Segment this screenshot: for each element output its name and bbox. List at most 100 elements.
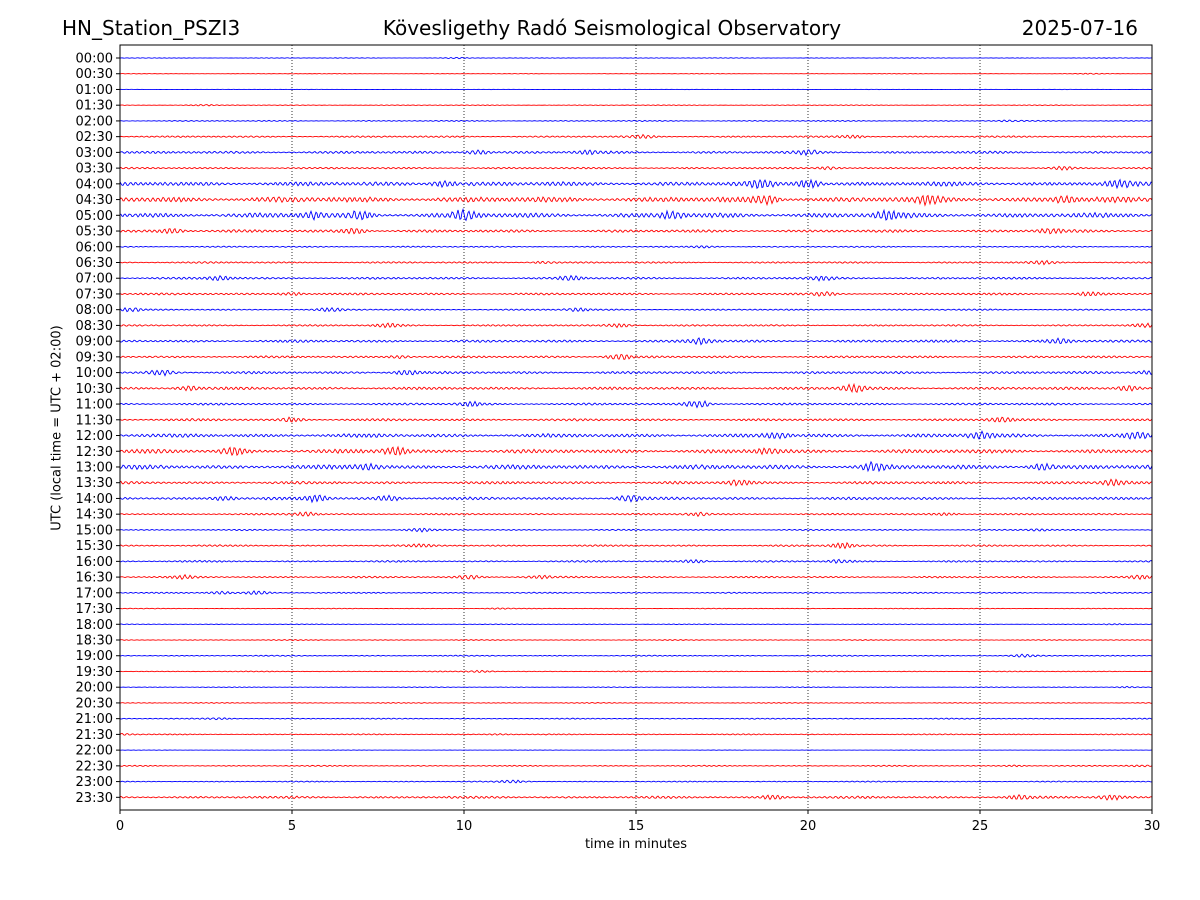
trace-1230: [119, 445, 1153, 457]
x-axis-ticks: 0 5 10 15 20 25 30: [116, 810, 1160, 834]
trace-1100: [119, 400, 1153, 409]
trace-1130: [119, 416, 1153, 423]
y-tick-label: 16:00: [76, 555, 113, 570]
chart-title: Kövesligethy Radó Seismological Observat…: [382, 16, 842, 40]
y-tick-label: 05:30: [76, 225, 113, 240]
x-tick-label: 5: [288, 819, 296, 834]
trace-1500: [119, 527, 1153, 533]
y-tick-label: 23:30: [76, 791, 113, 806]
y-tick-label: 12:00: [76, 429, 113, 444]
trace-0830: [119, 322, 1153, 329]
y-tick-label: 02:00: [76, 114, 113, 129]
y-tick-label: 17:30: [76, 602, 113, 617]
x-tick-label: 25: [972, 819, 989, 834]
station-name: HN_Station_PSZI3: [62, 16, 241, 40]
trace-0730: [119, 290, 1153, 297]
x-tick-label: 10: [456, 819, 473, 834]
y-tick-label: 10:30: [76, 382, 113, 397]
y-tick-label: 07:30: [76, 287, 113, 302]
y-tick-label: 03:30: [76, 162, 113, 177]
y-tick-label: 22:00: [76, 744, 113, 759]
trace-2030: [119, 701, 1153, 704]
x-tick-label: 15: [628, 819, 645, 834]
y-tick-label: 07:00: [76, 272, 113, 287]
trace-0630: [119, 259, 1153, 266]
y-tick-label: 14:00: [76, 492, 113, 507]
y-tick-label: 18:00: [76, 618, 113, 633]
trace-2130: [119, 732, 1153, 736]
trace-1000: [119, 369, 1153, 377]
y-tick-label: 14:30: [76, 508, 113, 523]
y-tick-label: 09:00: [76, 335, 113, 350]
y-tick-label: 01:00: [76, 83, 113, 98]
trace-2300: [119, 779, 1153, 784]
y-tick-label: 01:30: [76, 99, 113, 114]
y-tick-label: 15:00: [76, 523, 113, 538]
trace-0300: [119, 149, 1153, 157]
trace-1730: [119, 607, 1153, 610]
y-tick-label: 13:30: [76, 476, 113, 491]
y-tick-label: 00:00: [76, 52, 113, 67]
y-tick-label: 13:00: [76, 460, 113, 475]
trace-1200: [119, 430, 1153, 440]
trace-2230: [119, 764, 1153, 768]
trace-1900: [119, 653, 1153, 658]
y-tick-label: 23:00: [76, 775, 113, 790]
trace-1700: [119, 590, 1153, 595]
y-tick-label: 08:00: [76, 303, 113, 318]
trace-1600: [119, 558, 1153, 564]
x-axis-label: time in minutes: [584, 837, 688, 852]
y-tick-label: 18:30: [76, 634, 113, 649]
y-tick-label: 20:00: [76, 681, 113, 696]
trace-2100: [119, 717, 1153, 721]
trace-0800: [119, 306, 1153, 313]
y-tick-label: 04:30: [76, 193, 113, 208]
y-tick-label: 00:30: [76, 67, 113, 82]
y-tick-label: 17:00: [76, 586, 113, 601]
trace-0000: [119, 56, 1153, 60]
trace-1800: [119, 623, 1153, 626]
trace-0330: [119, 165, 1153, 171]
y-tick-label: 09:30: [76, 350, 113, 365]
y-tick-label: 06:30: [76, 256, 113, 271]
y-tick-label: 20:30: [76, 696, 113, 711]
trace-2000: [119, 685, 1153, 689]
trace-0500: [119, 207, 1153, 222]
trace-0400: [119, 178, 1153, 190]
trace-1830: [119, 639, 1153, 641]
y-tick-label: 04:00: [76, 177, 113, 192]
y-tick-label: 02:30: [76, 130, 113, 145]
y-tick-label: 19:30: [76, 665, 113, 680]
x-tick-label: 20: [800, 819, 817, 834]
trace-1630: [119, 573, 1153, 581]
x-tick-label: 30: [1144, 819, 1161, 834]
trace-0900: [119, 337, 1153, 346]
trace-0430: [119, 194, 1153, 207]
trace-0030: [119, 72, 1153, 75]
y-tick-label: 06:00: [76, 240, 113, 255]
trace-1400: [119, 494, 1153, 504]
trace-1930: [119, 669, 1153, 673]
trace-0530: [119, 227, 1153, 235]
trace-0230: [119, 133, 1153, 139]
x-tick-label: 0: [116, 819, 124, 834]
trace-0200: [119, 119, 1153, 123]
trace-1530: [119, 541, 1153, 550]
trace-0930: [119, 353, 1153, 360]
grid-lines: [291, 45, 981, 810]
y-tick-label: 11:30: [76, 413, 113, 428]
trace-1030: [119, 382, 1153, 394]
trace-1330: [119, 478, 1153, 487]
y-tick-label: 21:30: [76, 728, 113, 743]
trace-0130: [119, 104, 1153, 107]
y-tick-label: 11:00: [76, 398, 113, 413]
y-tick-label: 03:00: [76, 146, 113, 161]
y-tick-label: 19:00: [76, 649, 113, 664]
seismic-traces: [119, 56, 1153, 801]
y-tick-label: 16:30: [76, 571, 113, 586]
trace-1430: [119, 511, 1153, 518]
y-tick-label: 08:30: [76, 319, 113, 334]
y-tick-label: 10:00: [76, 366, 113, 381]
trace-1300: [119, 460, 1153, 473]
